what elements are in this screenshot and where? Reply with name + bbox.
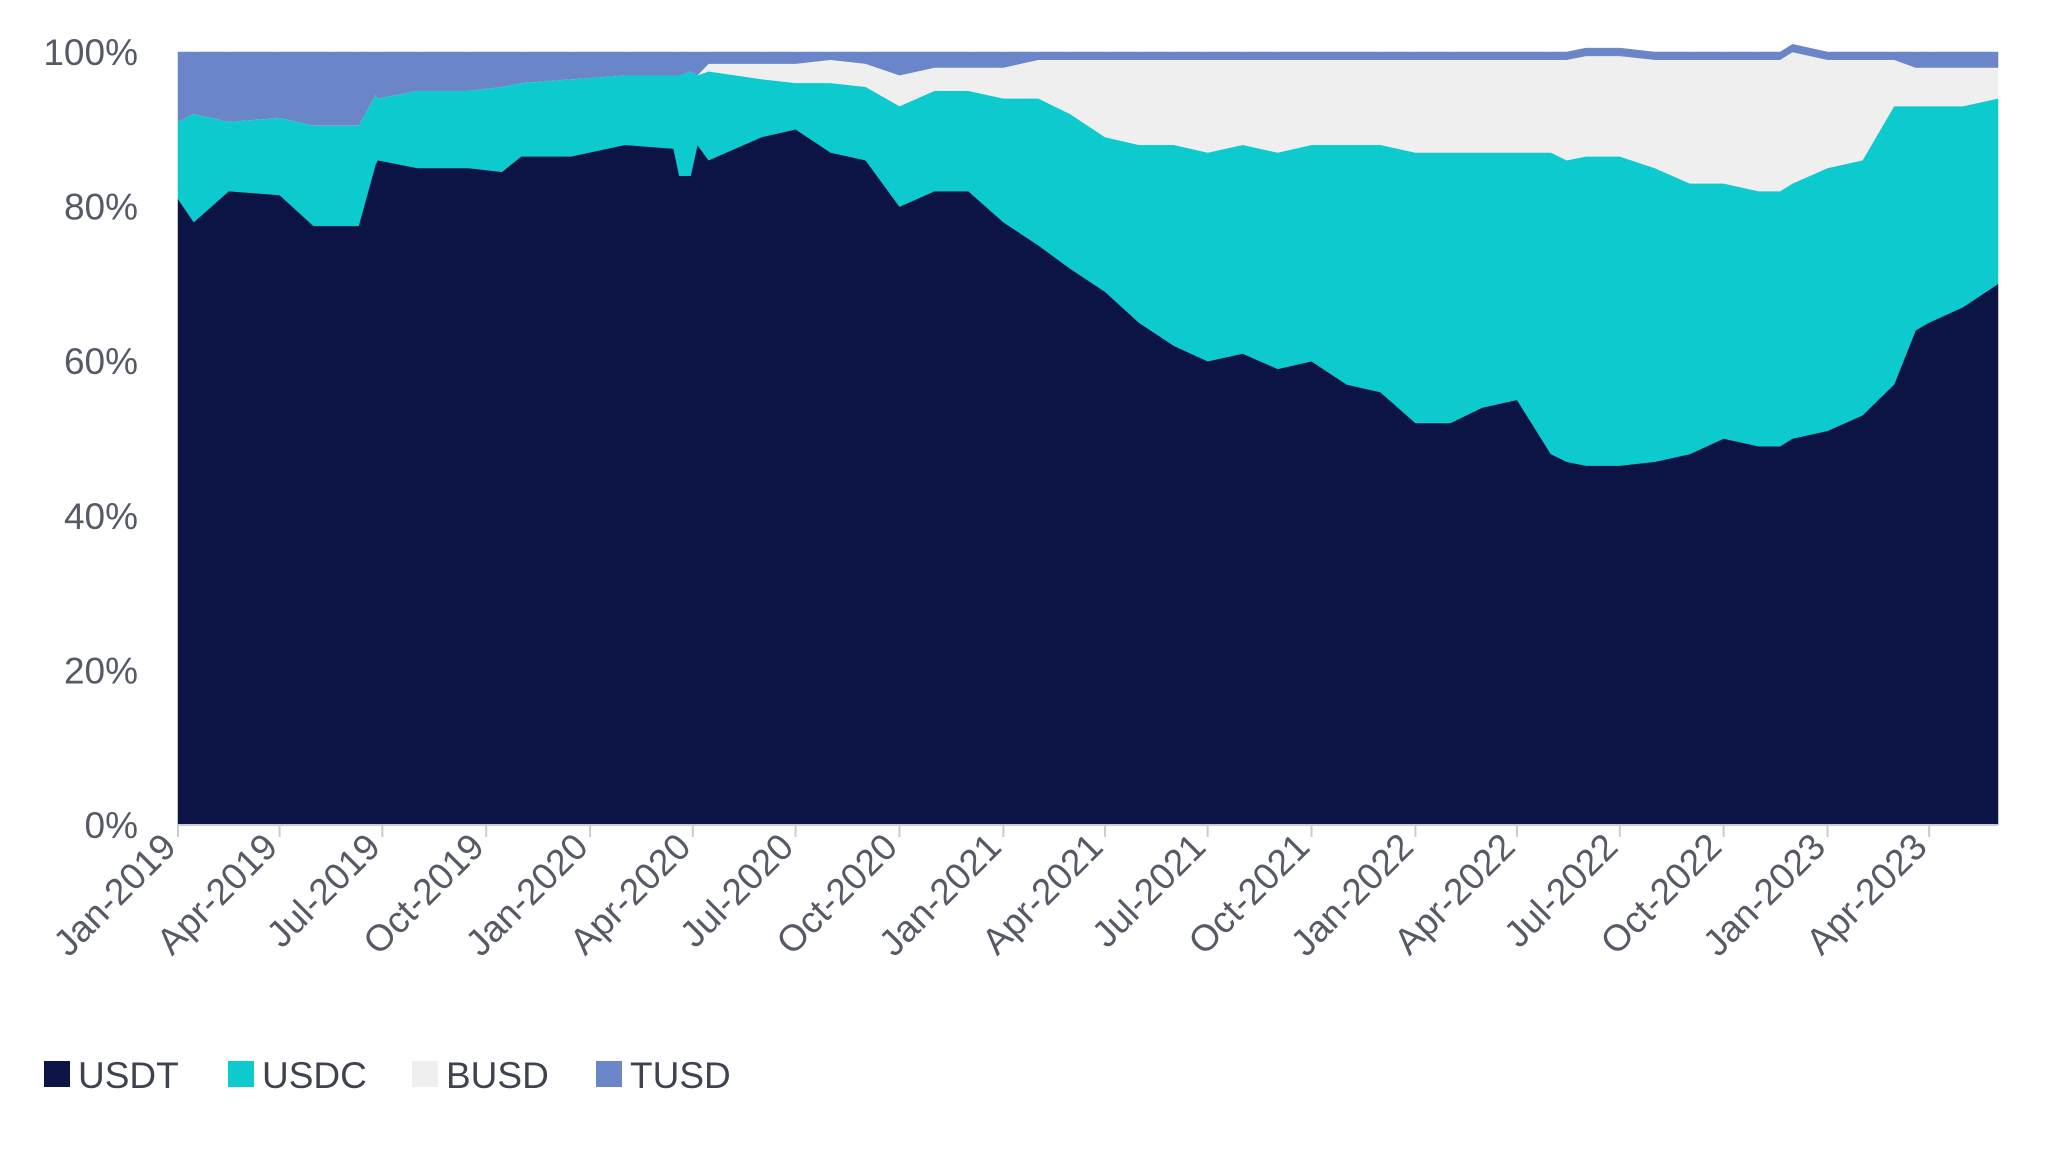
y-tick-label: 100% bbox=[43, 32, 138, 73]
y-tick-label: 40% bbox=[64, 496, 138, 537]
legend-swatch-busd bbox=[412, 1061, 438, 1087]
legend-label-usdt: USDT bbox=[78, 1055, 179, 1096]
legend-swatch-usdc bbox=[228, 1061, 254, 1087]
y-tick-label: 80% bbox=[64, 187, 138, 228]
legend-label-tusd: TUSD bbox=[630, 1055, 731, 1096]
legend-label-usdc: USDC bbox=[262, 1055, 367, 1096]
series-area-tusd bbox=[177, 44, 1999, 126]
y-tick-label: 20% bbox=[64, 650, 138, 691]
legend-label-busd: BUSD bbox=[446, 1055, 549, 1096]
y-tick-label: 60% bbox=[64, 341, 138, 382]
legend-swatch-tusd bbox=[596, 1061, 622, 1087]
legend-swatch-usdt bbox=[44, 1061, 70, 1087]
y-tick-label: 0% bbox=[85, 805, 138, 846]
